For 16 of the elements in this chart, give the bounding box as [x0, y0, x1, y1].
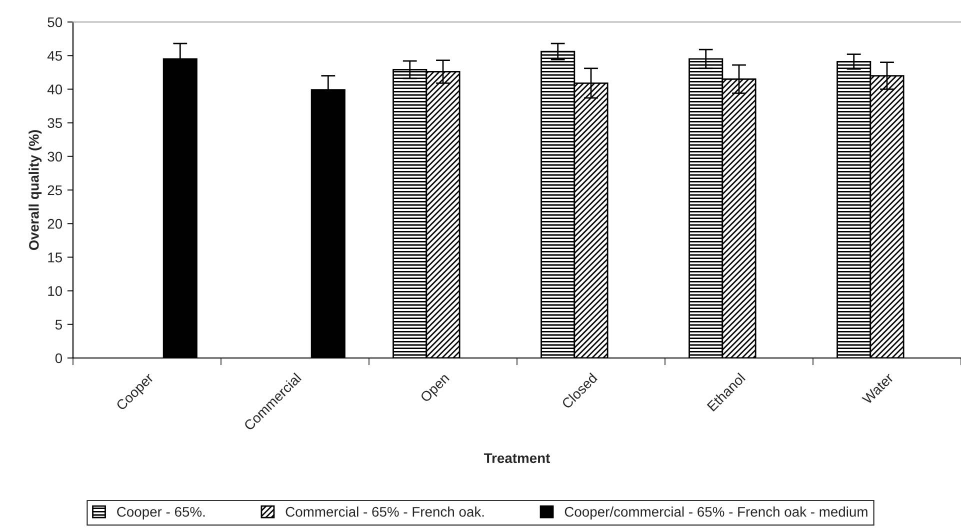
x-axis-title: Treatment [484, 453, 550, 464]
legend-label: Cooper/commercial - 65% - French oak - medium [564, 506, 868, 520]
y-tick-label: 50 [48, 17, 62, 28]
y-tick-label: 5 [55, 320, 62, 330]
y-tick-label: 25 [48, 185, 62, 196]
y-tick-label: 10 [48, 286, 62, 296]
legend-label: Cooper - 65%. [117, 506, 205, 520]
y-tick-label: 20 [48, 218, 62, 229]
y-tick-label: 45 [47, 51, 62, 61]
y-tick-label: 0 [55, 353, 62, 364]
y-tick-label: 35 [48, 118, 62, 128]
y-axis-title: Overall quality (%) [28, 130, 42, 250]
legend-label: Commercial - 65% - French oak. [286, 506, 484, 517]
y-tick-label: 15 [48, 252, 62, 262]
y-tick-label: 40 [47, 84, 62, 94]
y-tick-label: 30 [48, 152, 62, 162]
